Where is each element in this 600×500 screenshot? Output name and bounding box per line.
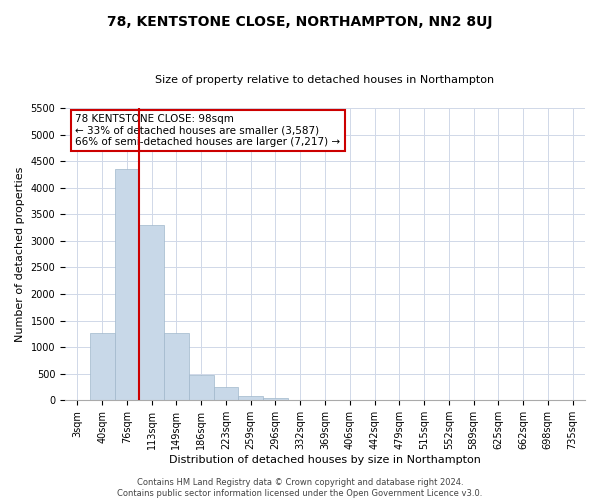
Text: 78 KENTSTONE CLOSE: 98sqm
← 33% of detached houses are smaller (3,587)
66% of se: 78 KENTSTONE CLOSE: 98sqm ← 33% of detac… (76, 114, 341, 147)
Bar (263, 398, 288, 400)
Y-axis label: Number of detached properties: Number of detached properties (15, 166, 25, 342)
Bar (189, 374, 214, 400)
Text: Contains HM Land Registry data © Crown copyright and database right 2024.
Contai: Contains HM Land Registry data © Crown c… (118, 478, 482, 498)
Text: 78, KENTSTONE CLOSE, NORTHAMPTON, NN2 8UJ: 78, KENTSTONE CLOSE, NORTHAMPTON, NN2 8U… (107, 15, 493, 29)
Bar (139, 225, 164, 400)
X-axis label: Distribution of detached houses by size in Northampton: Distribution of detached houses by size … (169, 455, 481, 465)
Bar (238, 396, 263, 400)
Title: Size of property relative to detached houses in Northampton: Size of property relative to detached ho… (155, 75, 494, 85)
Bar (164, 332, 189, 400)
Bar (115, 168, 139, 400)
Bar (90, 332, 115, 400)
Bar (214, 388, 238, 400)
